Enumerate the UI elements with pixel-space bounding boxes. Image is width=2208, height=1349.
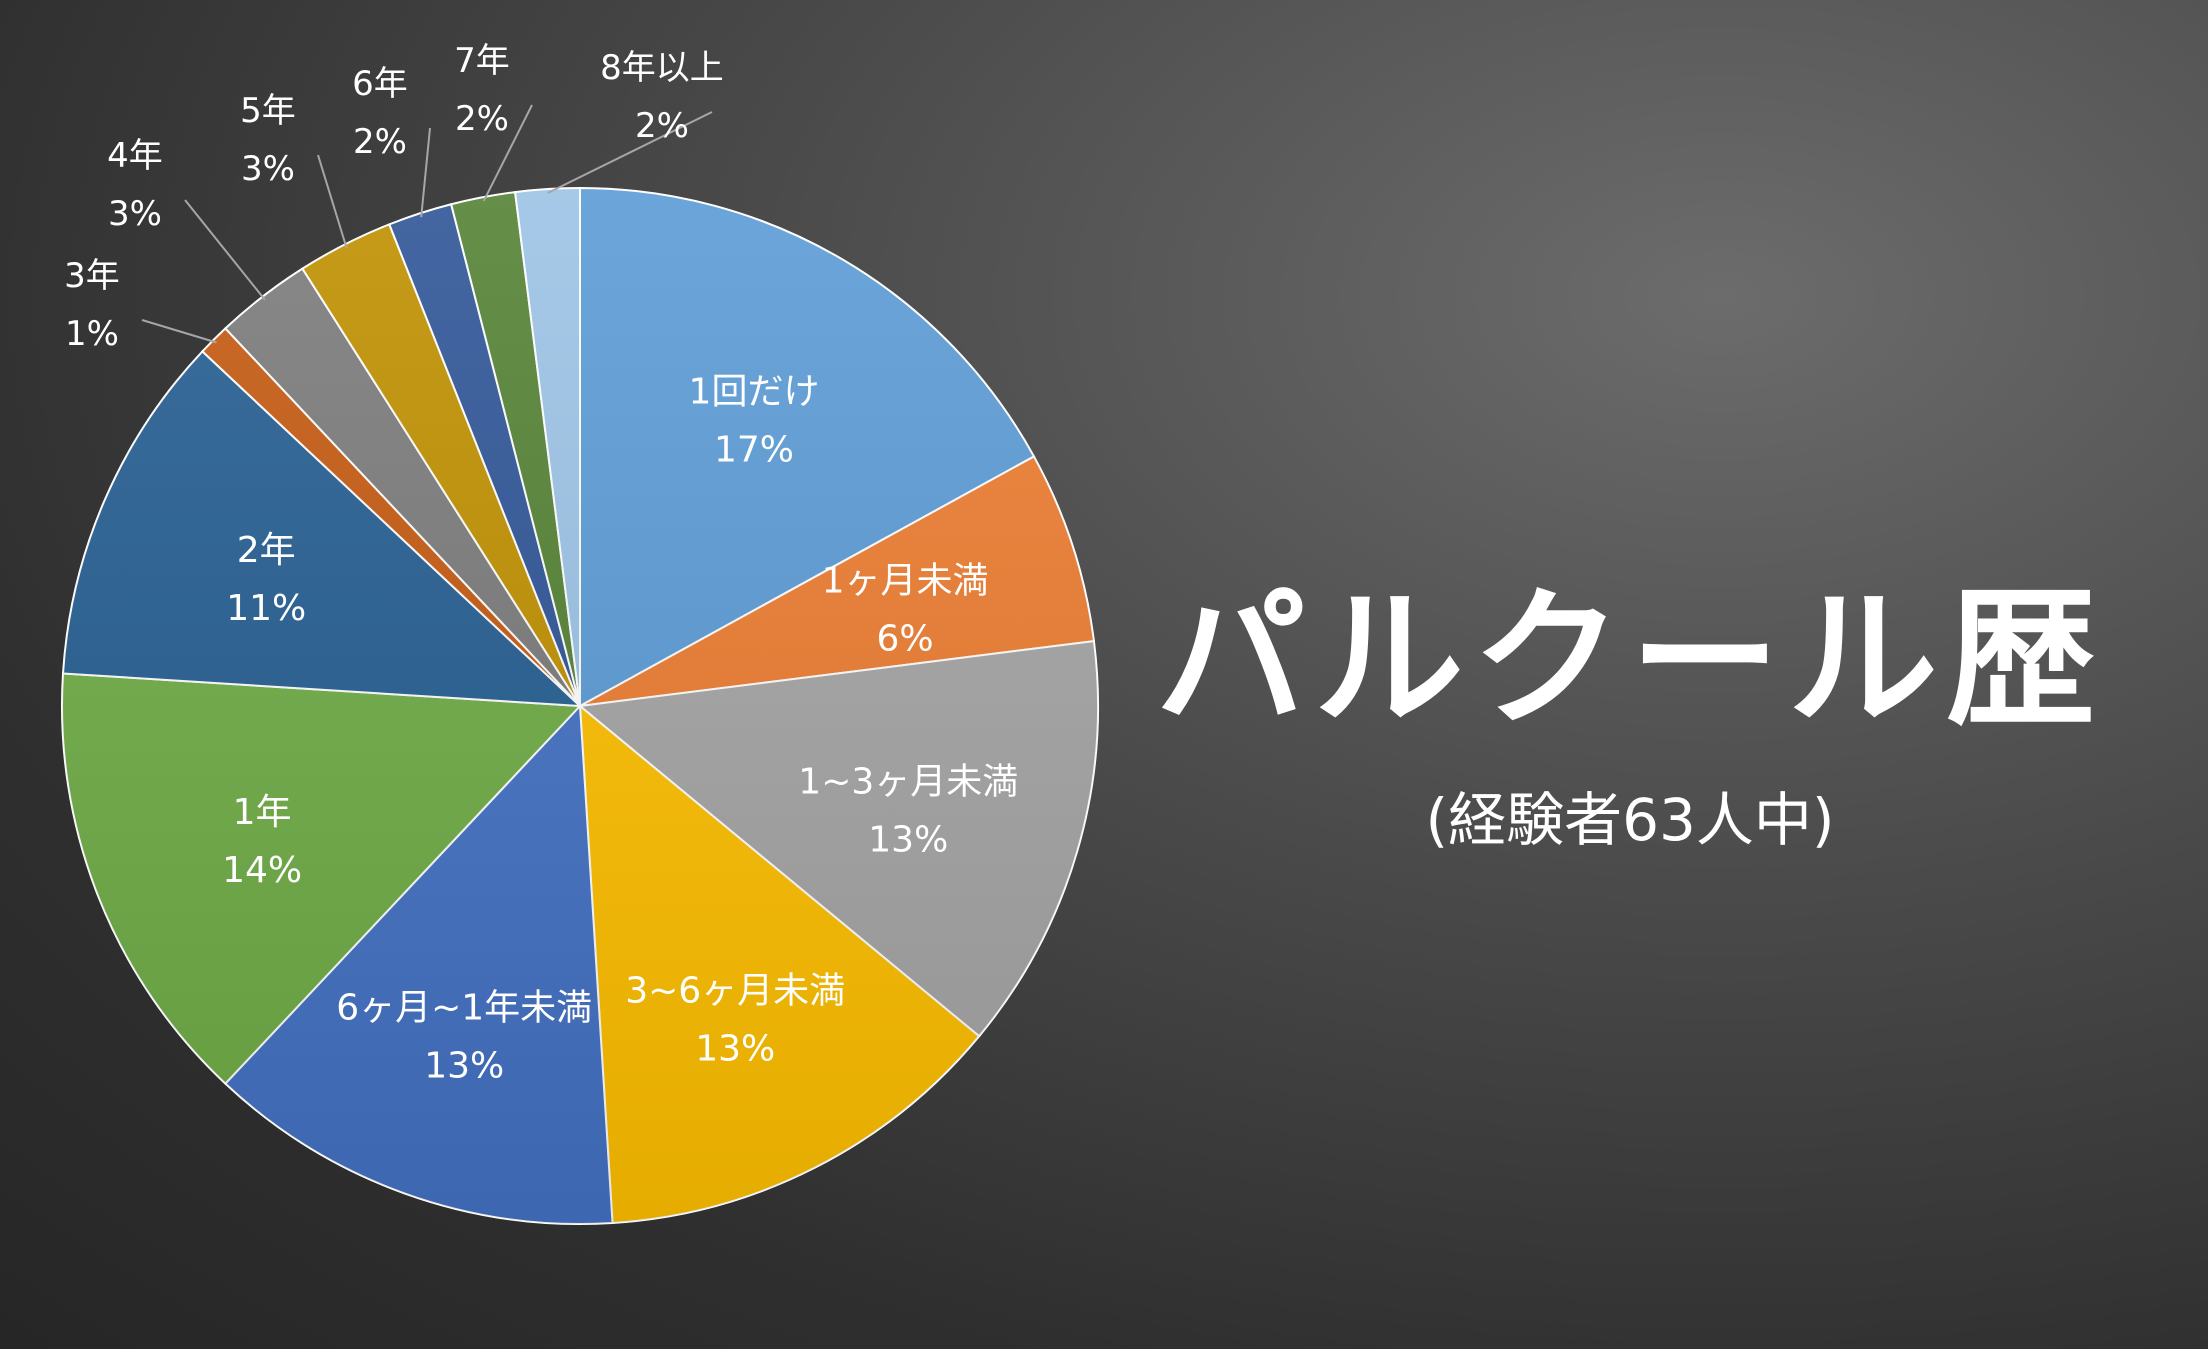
slice-label: 1年 — [233, 792, 292, 833]
slice-label: 3~6ヶ月未満 — [625, 971, 845, 1012]
slice-value-label: 3% — [241, 149, 295, 189]
leader-line — [420, 127, 431, 218]
slice-value-label: 2% — [353, 122, 407, 162]
slice-label: 2年 — [237, 530, 296, 571]
slice-value-label: 11% — [226, 588, 306, 629]
slice-label: 1~3ヶ月未満 — [798, 761, 1018, 802]
slice-labels: 1回だけ 17% 1ヶ月未満 6% 1~3ヶ月未満 13% 3~6ヶ月未満 13% 6ヶ月~1年… — [64, 41, 1018, 1087]
slice-label: 3年 — [64, 256, 120, 296]
slice-label: 6ヶ月~1年未満 — [336, 988, 592, 1029]
leader-line — [317, 154, 348, 249]
slice-value-label: 13% — [868, 819, 948, 860]
slice-value-label: 2% — [635, 106, 689, 146]
slice-label: 5年 — [240, 91, 296, 131]
leader-line — [547, 111, 713, 194]
slice-value-label: 3% — [108, 194, 162, 234]
slice-value-label: 2% — [455, 99, 509, 139]
leader-line — [482, 104, 533, 202]
leader-line — [184, 199, 266, 301]
slice-label: 7年 — [454, 41, 510, 81]
slice-label: 1ヶ月未満 — [822, 560, 989, 601]
chart-title: パルクール歴 — [1155, 573, 2104, 747]
pie-slices — [61, 186, 1099, 1225]
slice-label: 6年 — [352, 64, 408, 104]
slice-label: 1回だけ — [689, 372, 820, 413]
slice-value-label: 14% — [222, 850, 302, 891]
slice-value-label: 1% — [65, 314, 119, 354]
slice-label: 8年以上 — [600, 48, 724, 88]
leader-lines — [141, 104, 713, 344]
chart-subtitle: (経験者63人中) — [1425, 786, 1835, 854]
slice-value-label: 6% — [877, 618, 934, 659]
leader-line — [141, 319, 217, 344]
slice-label: 4年 — [107, 136, 163, 176]
slice-value-label: 13% — [695, 1029, 775, 1070]
slice-value-label: 13% — [424, 1046, 504, 1087]
slice-value-label: 17% — [714, 430, 794, 471]
